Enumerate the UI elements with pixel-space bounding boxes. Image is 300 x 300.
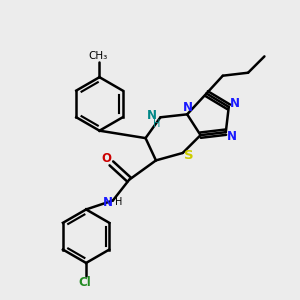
- Text: N: N: [227, 130, 237, 143]
- Text: N: N: [103, 196, 112, 208]
- Text: S: S: [184, 149, 194, 162]
- Text: N: N: [147, 109, 157, 122]
- Text: CH₃: CH₃: [88, 51, 108, 61]
- Text: H: H: [115, 197, 122, 207]
- Text: H: H: [153, 119, 160, 129]
- Text: O: O: [101, 152, 111, 165]
- Text: N: N: [183, 101, 193, 114]
- Text: Cl: Cl: [78, 276, 91, 290]
- Text: N: N: [230, 97, 240, 110]
